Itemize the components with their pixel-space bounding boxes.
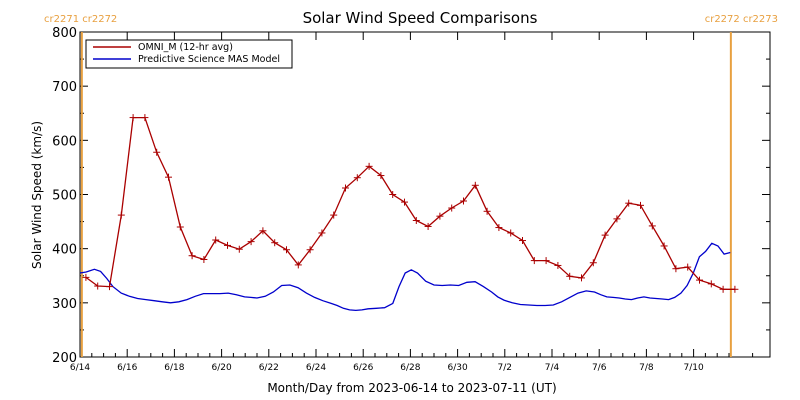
omni-data-point [519, 237, 526, 245]
omni-data-point [589, 259, 597, 267]
x-tick-label: 6/30 [447, 363, 467, 373]
omni-data-point [495, 224, 503, 232]
omni-data-point [601, 231, 609, 239]
omni-data-point [188, 252, 196, 260]
omni-data-point [200, 256, 208, 263]
omni-data-point [719, 285, 727, 293]
omni-data-point [94, 282, 102, 290]
omni-data-point [707, 280, 715, 288]
x-axis-label: Month/Day from 2023-06-14 to 2023-07-11 … [267, 381, 556, 395]
omni-data-point [731, 285, 739, 293]
omni-data-point [377, 172, 385, 180]
omni-data-point [507, 229, 515, 237]
y-tick-label: 500 [52, 189, 77, 204]
x-axis-ticks: 6/14 6/16 6/18 6/20 6/22 6/24 6/26 6/28 6/30 7/2 7… [70, 32, 754, 373]
omni-data-point [294, 261, 302, 269]
series-lines [79, 114, 739, 312]
x-tick-label: 6/22 [259, 363, 279, 373]
omni-data-point [117, 211, 125, 219]
x-tick-label: 6/14 [70, 363, 90, 373]
omni-data-point [566, 272, 574, 280]
x-tick-label: 7/8 [639, 363, 654, 373]
omni-data-point [412, 217, 420, 224]
legend: OMNI_M (12-hr avg) Predictive Science MA… [85, 39, 293, 69]
omni-data-point [212, 236, 220, 244]
chart-title: Solar Wind Speed Comparisons [303, 9, 538, 27]
y-tick-label: 200 [52, 351, 77, 366]
y-tick-label: 300 [52, 297, 77, 312]
omni-data-point [530, 257, 538, 265]
legend-label-omni: OMNI_M (12-hr avg) [138, 42, 233, 53]
omni-data-point [672, 265, 680, 273]
omni-data-point [82, 273, 90, 281]
x-tick-label: 7/6 [592, 363, 607, 373]
omni-data-point [271, 239, 279, 247]
omni-data-point [648, 222, 656, 230]
x-tick-label: 6/16 [117, 363, 137, 373]
omni-data-point [330, 211, 338, 219]
omni-data-point [448, 204, 456, 212]
omni-data-point [471, 181, 479, 189]
omni-data-point [660, 242, 668, 250]
omni-data-point [401, 198, 408, 206]
omni-data-point [353, 174, 361, 182]
omni-data-point [542, 257, 550, 265]
omni-data-point [578, 274, 585, 282]
y-tick-label: 600 [52, 134, 77, 149]
x-tick-label: 6/20 [211, 363, 231, 373]
omni-data-point [318, 229, 326, 237]
carrington-label-left: cr2271 cr2272 [44, 14, 117, 25]
axes-frame [79, 31, 771, 358]
omni-data-point [176, 223, 184, 231]
y-tick-label: 400 [52, 243, 77, 258]
omni-data-point [141, 114, 149, 122]
omni-data-point [389, 191, 397, 198]
omni-data-point [247, 238, 255, 246]
x-tick-label: 7/10 [683, 363, 703, 373]
omni-data-point [153, 148, 161, 156]
carrington-boundaries [80, 32, 732, 357]
omni-data-point [613, 215, 621, 223]
omni-data-point [637, 201, 644, 209]
omni-data-point [554, 261, 562, 269]
legend-label-model: Predictive Science MAS Model [138, 54, 280, 65]
carrington-label-right: cr2272 cr2273 [705, 14, 778, 25]
omni-data-point [165, 173, 172, 181]
omni-data-point [224, 241, 231, 249]
omni-data-point [460, 197, 467, 205]
omni-data-point [306, 246, 314, 254]
omni-data-point [684, 263, 692, 271]
y-axis-ticks: 200 300 400 500 600 700 800 [52, 26, 770, 366]
omni-data-point [424, 222, 432, 230]
omni-data-point [342, 184, 349, 192]
omni-data-point [129, 114, 137, 122]
omni-data-point [365, 162, 373, 170]
omni-data-point [259, 227, 267, 235]
omni-data-point [436, 212, 444, 220]
omni-data-point [283, 246, 290, 254]
x-tick-label: 6/28 [400, 363, 420, 373]
y-axis-label: Solar Wind Speed (km/s) [30, 121, 44, 269]
x-tick-label: 6/24 [306, 363, 326, 373]
omni-data-point [235, 245, 243, 253]
y-tick-label: 700 [52, 80, 77, 95]
x-tick-label: 6/26 [353, 363, 373, 373]
x-tick-label: 7/4 [545, 363, 560, 373]
omni-data-point [696, 276, 703, 284]
omni-data-point [106, 283, 113, 291]
omni-data-point [625, 199, 633, 207]
series-line-model [79, 242, 731, 312]
omni-data-point [483, 207, 491, 215]
y-tick-label: 800 [52, 26, 77, 41]
x-tick-label: 6/18 [164, 363, 184, 373]
plot-frame [79, 31, 771, 358]
x-tick-label: 7/2 [498, 363, 512, 373]
series-line-omni [85, 116, 735, 290]
legend-box [85, 39, 293, 69]
